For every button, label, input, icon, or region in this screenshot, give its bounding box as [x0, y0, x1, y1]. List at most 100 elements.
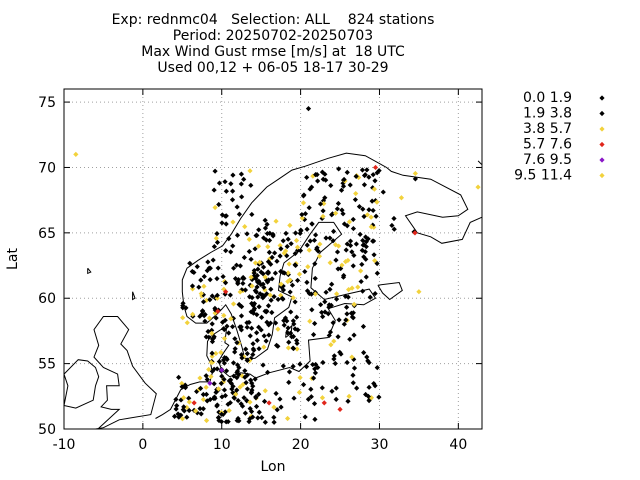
- station-point: [203, 384, 209, 390]
- station-point: [353, 190, 359, 197]
- station-point: [213, 389, 219, 395]
- station-point: [328, 342, 334, 348]
- station-point: [351, 356, 357, 363]
- station-point: [223, 221, 229, 227]
- station-point: [212, 395, 218, 401]
- station-point: [204, 268, 210, 274]
- station-point: [181, 404, 187, 410]
- station-point: [226, 330, 232, 336]
- station-point: [349, 354, 355, 360]
- station-point: [247, 399, 253, 405]
- station-point: [221, 326, 227, 333]
- station-point: [354, 385, 360, 391]
- station-point: [214, 276, 220, 282]
- station-point: [261, 333, 267, 339]
- station-point: [306, 205, 312, 211]
- station-point: [305, 396, 312, 402]
- station-point: [346, 393, 352, 399]
- station-point: [344, 241, 350, 247]
- station-point: [262, 274, 268, 280]
- station-point: [228, 380, 234, 386]
- station-point: [380, 189, 386, 195]
- station-point: [175, 411, 181, 417]
- station-point: [257, 259, 263, 265]
- station-point: [341, 321, 347, 327]
- station-point: [330, 228, 337, 234]
- station-point: [258, 327, 264, 333]
- station-point: [359, 167, 366, 173]
- legend-marker: [599, 172, 605, 179]
- station-point: [209, 330, 215, 336]
- station-point: [242, 224, 248, 230]
- station-point: [350, 380, 356, 386]
- station-point: [194, 264, 200, 270]
- coastline-segment: [155, 152, 483, 419]
- station-point: [184, 404, 190, 411]
- station-point: [365, 236, 371, 242]
- station-point: [234, 375, 240, 381]
- station-point: [262, 419, 268, 425]
- station-point: [254, 272, 260, 279]
- station-point: [334, 206, 340, 212]
- station-point: [289, 282, 296, 288]
- station-point: [183, 305, 189, 311]
- station-point: [272, 270, 278, 276]
- station-point: [366, 174, 372, 180]
- station-point: [281, 318, 287, 324]
- station-point: [228, 249, 234, 255]
- station-point: [308, 386, 314, 392]
- station-point: [212, 204, 218, 211]
- station-point: [261, 398, 268, 404]
- station-point: [362, 249, 368, 255]
- station-point: [256, 278, 262, 284]
- station-point: [333, 257, 339, 263]
- station-point: [186, 407, 192, 414]
- station-point: [244, 372, 250, 378]
- station-point: [223, 289, 229, 295]
- station-point: [293, 237, 300, 244]
- station-point: [173, 396, 179, 403]
- station-point: [323, 177, 329, 183]
- station-point: [288, 330, 294, 336]
- legend-label: 7.6 9.5: [523, 152, 572, 168]
- station-point: [227, 400, 233, 406]
- legend-label: 9.5 11.4: [514, 168, 572, 184]
- station-point: [279, 295, 285, 301]
- station-point: [240, 381, 246, 388]
- y-tick-label: 75: [38, 95, 56, 111]
- station-point: [304, 279, 310, 285]
- legend-label: 5.7 7.6: [523, 137, 572, 153]
- station-point: [243, 346, 249, 352]
- station-point: [255, 266, 261, 272]
- station-point: [232, 276, 239, 282]
- station-point: [340, 183, 347, 189]
- legend-label: 3.8 5.7: [523, 121, 572, 137]
- station-point: [333, 396, 339, 402]
- station-point: [389, 222, 395, 229]
- station-point: [340, 180, 346, 186]
- station-point: [315, 364, 321, 371]
- station-point: [235, 281, 241, 287]
- station-point: [351, 252, 357, 259]
- station-point: [296, 271, 303, 277]
- station-point: [360, 237, 366, 244]
- station-point: [274, 258, 280, 264]
- station-point: [268, 297, 274, 303]
- station-point: [331, 353, 337, 359]
- station-point: [304, 242, 310, 248]
- station-point: [266, 249, 272, 256]
- station-point: [260, 264, 267, 270]
- station-point: [190, 311, 196, 317]
- station-point: [302, 211, 309, 217]
- station-point: [251, 270, 257, 276]
- station-point: [179, 384, 185, 390]
- station-point: [412, 176, 418, 182]
- station-point: [171, 413, 178, 419]
- station-point: [303, 364, 310, 370]
- station-point: [374, 199, 380, 205]
- station-point: [278, 281, 284, 287]
- x-axis-label: Lon: [261, 459, 286, 475]
- station-point: [292, 250, 298, 257]
- station-point: [216, 180, 223, 186]
- station-point: [223, 188, 229, 194]
